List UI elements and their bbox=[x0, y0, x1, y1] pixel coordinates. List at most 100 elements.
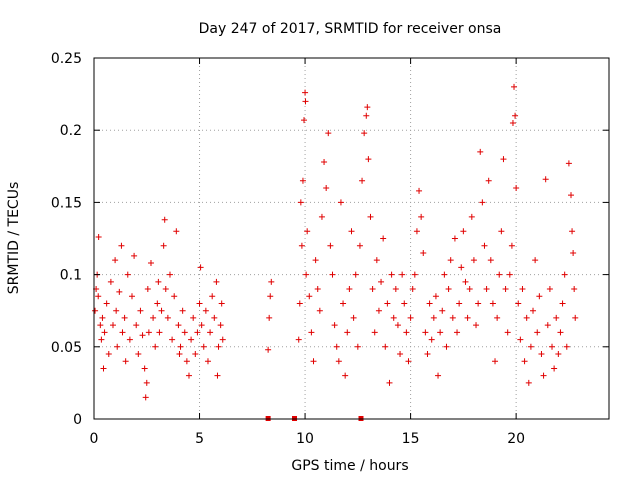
data-point bbox=[443, 343, 450, 350]
data-point bbox=[449, 314, 456, 321]
data-point bbox=[173, 228, 180, 235]
data-point bbox=[508, 242, 515, 249]
data-point bbox=[150, 314, 157, 321]
data-point bbox=[154, 300, 161, 307]
data-point bbox=[456, 300, 463, 307]
data-point bbox=[375, 307, 382, 314]
data-point bbox=[95, 293, 102, 300]
data-point bbox=[500, 156, 507, 163]
data-point bbox=[316, 307, 323, 314]
data-point bbox=[331, 322, 338, 329]
data-point bbox=[350, 314, 357, 321]
data-point bbox=[213, 278, 220, 285]
data-point bbox=[198, 322, 205, 329]
data-point bbox=[565, 160, 572, 167]
y-axis-label: SRMTID / TECUs bbox=[6, 182, 22, 295]
data-point bbox=[496, 271, 503, 278]
data-point bbox=[481, 242, 488, 249]
data-point bbox=[179, 307, 186, 314]
data-point bbox=[521, 358, 528, 365]
data-point bbox=[202, 307, 209, 314]
data-point bbox=[361, 130, 368, 137]
data-point bbox=[464, 314, 471, 321]
data-point bbox=[177, 343, 184, 350]
data-point bbox=[468, 213, 475, 220]
data-point bbox=[122, 358, 129, 365]
data-point bbox=[325, 130, 332, 137]
data-point bbox=[487, 257, 494, 264]
data-point bbox=[551, 365, 558, 372]
data-point bbox=[504, 329, 511, 336]
data-point bbox=[386, 379, 393, 386]
data-point bbox=[397, 351, 404, 358]
data-point bbox=[527, 343, 534, 350]
data-point bbox=[196, 300, 203, 307]
data-point bbox=[498, 228, 505, 235]
data-point bbox=[437, 329, 444, 336]
data-point bbox=[200, 343, 207, 350]
data-point bbox=[321, 158, 328, 165]
data-point bbox=[183, 358, 190, 365]
y-tick-label: 0.15 bbox=[51, 195, 82, 211]
data-point bbox=[369, 286, 376, 293]
data-point bbox=[302, 98, 309, 105]
x-tick-label: 15 bbox=[402, 431, 420, 447]
data-point bbox=[103, 300, 110, 307]
data-point bbox=[171, 293, 178, 300]
data-point bbox=[532, 257, 539, 264]
data-point bbox=[401, 300, 408, 307]
data-point bbox=[105, 351, 112, 358]
data-point bbox=[192, 351, 199, 358]
data-point bbox=[530, 307, 537, 314]
data-point bbox=[144, 286, 151, 293]
data-point bbox=[214, 372, 221, 379]
data-point bbox=[116, 288, 123, 295]
data-point bbox=[335, 358, 342, 365]
data-point bbox=[426, 300, 433, 307]
data-point bbox=[98, 336, 105, 343]
data-point bbox=[329, 271, 336, 278]
x-tick-label: 0 bbox=[90, 431, 99, 447]
data-point bbox=[207, 329, 214, 336]
data-point bbox=[439, 307, 446, 314]
data-point bbox=[181, 329, 188, 336]
data-point bbox=[473, 322, 480, 329]
data-point bbox=[394, 322, 401, 329]
data-point bbox=[466, 286, 473, 293]
data-point bbox=[97, 322, 104, 329]
data-point bbox=[509, 119, 516, 126]
data-point bbox=[218, 300, 225, 307]
data-point bbox=[113, 307, 120, 314]
data-point bbox=[517, 336, 524, 343]
data-point bbox=[112, 257, 119, 264]
data-point bbox=[310, 358, 317, 365]
data-point bbox=[447, 257, 454, 264]
data-point bbox=[540, 372, 547, 379]
data-point bbox=[418, 213, 425, 220]
data-point bbox=[166, 271, 173, 278]
data-point bbox=[217, 322, 224, 329]
data-point bbox=[296, 300, 303, 307]
data-point bbox=[549, 343, 556, 350]
data-point bbox=[131, 252, 138, 259]
data-point bbox=[95, 234, 102, 241]
data-point bbox=[197, 264, 204, 271]
plot-frame bbox=[93, 57, 610, 420]
data-point bbox=[364, 104, 371, 111]
data-point bbox=[525, 379, 532, 386]
data-point bbox=[435, 372, 442, 379]
x-tick-label: 5 bbox=[195, 431, 204, 447]
data-point bbox=[337, 199, 344, 206]
data-point bbox=[267, 293, 274, 300]
data-point bbox=[475, 300, 482, 307]
data-point bbox=[333, 343, 340, 350]
data-point bbox=[352, 271, 359, 278]
data-point bbox=[365, 156, 372, 163]
data-point bbox=[570, 249, 577, 256]
data-point bbox=[572, 314, 579, 321]
data-point bbox=[147, 260, 154, 267]
data-point bbox=[121, 314, 128, 321]
data-point bbox=[219, 336, 226, 343]
data-point bbox=[133, 322, 140, 329]
data-point bbox=[295, 336, 302, 343]
